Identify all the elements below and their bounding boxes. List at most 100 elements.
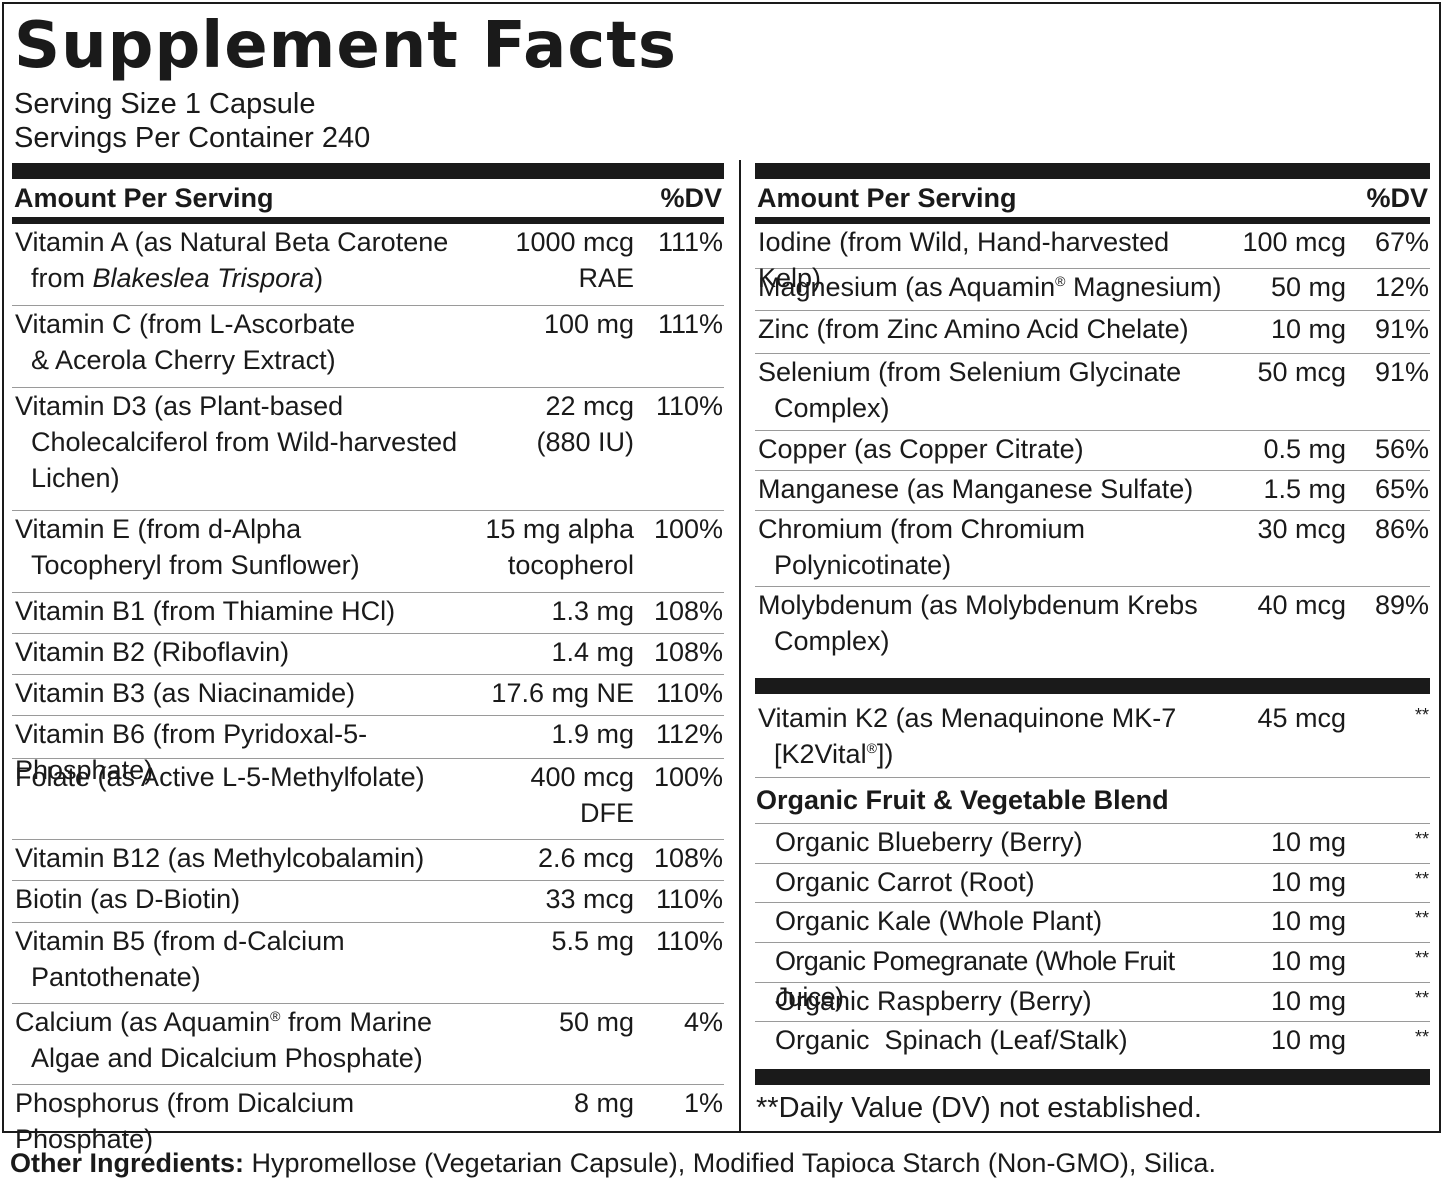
nutrient-name: Calcium (as Aquamin® from Marine Algae a…: [15, 1007, 432, 1073]
nutrient-name: Chromium (from Chromium Polynicotinate): [758, 514, 1086, 580]
facts-panel-border: [2, 2, 1441, 1133]
nutrient-name: Selenium (from Selenium Glycinate Comple…: [758, 357, 1182, 423]
nutrient-amount: 1.3 mg: [551, 596, 634, 626]
nutrient-dv: 108%: [653, 596, 723, 626]
ingredient-name: Organic Spinach (Leaf/Stalk): [775, 1025, 1128, 1055]
ingredient-dv: **: [1414, 829, 1429, 849]
thick-rule: [755, 678, 1430, 694]
registered-mark: ®: [866, 740, 877, 756]
nutrient-amount: 400 mcg DFE: [530, 762, 634, 828]
nutrient-row-iodine: Iodine (from Wild, Hand-harvested Kelp) …: [755, 224, 1430, 293]
nutrient-name: Folate (as Active L-5-Methylfolate): [15, 762, 425, 792]
nutrient-row-vitamin-b1: Vitamin B1 (from Thiamine HCl) 1.3 mg 10…: [12, 593, 724, 634]
ingredient-amount: 10 mg: [1270, 946, 1346, 976]
ingredient-amount: 10 mg: [1270, 1025, 1346, 1055]
nutrient-dv: **: [1414, 705, 1429, 725]
serving-size: Serving Size 1 Capsule: [14, 88, 316, 120]
nutrient-name: Vitamin B5 (from d-Calcium Pantothenate): [15, 926, 345, 992]
header-rule: [755, 217, 1430, 224]
ingredient-amount: 10 mg: [1270, 906, 1346, 936]
other-ingredients-label: Other Ingredients:: [10, 1148, 245, 1178]
blend-title: Organic Fruit & Vegetable Blend: [755, 778, 1430, 824]
thick-rule: [755, 163, 1430, 179]
nutrient-dv: 100%: [653, 762, 723, 792]
nutrient-name: Phosphorus (from Dicalcium Phosphate): [15, 1088, 355, 1154]
nutrient-name: Molybdenum (as Molybdenum Krebs Complex): [758, 590, 1198, 656]
registered-mark: ®: [1055, 273, 1066, 289]
dv-footnote: **Daily Value (DV) not established.: [756, 1092, 1202, 1124]
nutrient-dv: 12%: [1374, 272, 1429, 302]
nutrient-amount: 100 mcg: [1242, 227, 1346, 257]
right-column: Amount Per Serving %DV Iodine (from Wild…: [755, 163, 1430, 1128]
nutrient-amount: 1.5 mg: [1263, 474, 1346, 504]
nutrient-dv: 67%: [1374, 227, 1429, 257]
nutrient-row-manganese: Manganese (as Manganese Sulfate) 1.5 mg …: [755, 471, 1430, 511]
nutrient-name: Vitamin B2 (Riboflavin): [15, 637, 290, 667]
nutrient-amount: 40 mcg: [1257, 590, 1346, 620]
nutrient-row-vitamin-b6: Vitamin B6 (from Pyridoxal-5-Phosphate) …: [12, 716, 724, 785]
ingredient-name: Organic Pomegranate (Whole Fruit Juice): [775, 946, 1175, 1012]
nutrient-name: Copper (as Copper Citrate): [758, 434, 1084, 464]
panel-title: Supplement Facts: [14, 9, 677, 83]
left-column: Amount Per Serving %DV Vitamin A (as Nat…: [12, 163, 724, 1154]
dv-label: %DV: [660, 182, 722, 213]
nutrient-name: Iodine (from Wild, Hand-harvested Kelp): [758, 227, 1170, 293]
nutrient-amount: 50 mg: [558, 1007, 634, 1037]
registered-mark: ®: [270, 1008, 281, 1024]
nutrient-row-copper: Copper (as Copper Citrate) 0.5 mg 56%: [755, 431, 1430, 471]
nutrient-dv: 91%: [1374, 357, 1429, 387]
nutrient-row-zinc: Zinc (from Zinc Amino Acid Chelate) 10 m…: [755, 311, 1430, 354]
nutrient-dv: 112%: [655, 719, 723, 749]
nutrient-dv: 91%: [1374, 314, 1429, 344]
nutrient-row-vitamin-d3: Vitamin D3 (as Plant-based Cholecalcifer…: [12, 388, 724, 511]
ingredient-name: Organic Carrot (Root): [775, 867, 1035, 897]
ingredient-name: Organic Raspberry (Berry): [775, 986, 1092, 1016]
table-header: Amount Per Serving %DV: [12, 179, 724, 217]
nutrient-row-folate: Folate (as Active L-5-Methylfolate) 400 …: [12, 759, 724, 840]
ingredient-amount: 10 mg: [1270, 827, 1346, 857]
amount-per-serving-label: Amount Per Serving: [14, 182, 274, 213]
servings-per-container: Servings Per Container 240: [14, 122, 371, 154]
nutrient-amount: 1.4 mg: [551, 637, 634, 667]
column-divider: [739, 160, 741, 1133]
nutrient-row-vitamin-k2: Vitamin K2 (as Menaquinone MK-7 [K2Vital…: [755, 700, 1430, 778]
nutrient-dv: 1%: [683, 1088, 723, 1118]
nutrient-row-vitamin-b12: Vitamin B12 (as Methylcobalamin) 2.6 mcg…: [12, 840, 724, 881]
nutrient-dv: 110%: [655, 884, 723, 914]
nutrient-dv: 108%: [653, 637, 723, 667]
ingredient-dv: **: [1414, 1027, 1429, 1047]
nutrient-amount: 50 mg: [1270, 272, 1346, 302]
nutrient-dv: 65%: [1374, 474, 1429, 504]
nutrient-row-vitamin-e: Vitamin E (from d-Alpha Tocopheryl from …: [12, 511, 724, 593]
nutrient-dv: 89%: [1374, 590, 1429, 620]
nutrient-amount: 8 mg: [573, 1088, 634, 1118]
nutrient-name: Vitamin B12 (as Methylcobalamin): [15, 843, 425, 873]
nutrient-amount: 22 mcg (880 IU): [536, 391, 634, 457]
nutrient-row-magnesium: Magnesium (as Aquamin® Magnesium) 50 mg …: [755, 269, 1430, 311]
nutrient-amount: 0.5 mg: [1263, 434, 1346, 464]
nutrient-dv: 110%: [655, 926, 723, 956]
ingredient-name: Organic Kale (Whole Plant): [775, 906, 1103, 936]
nutrient-name: Vitamin E (from d-Alpha Tocopheryl from …: [15, 514, 360, 580]
nutrient-name: Zinc (from Zinc Amino Acid Chelate): [758, 314, 1189, 344]
nutrient-name: Vitamin B1 (from Thiamine HCl): [15, 596, 396, 626]
nutrient-name: Magnesium (as Aquamin® Magnesium): [758, 272, 1222, 302]
amount-per-serving-label: Amount Per Serving: [757, 182, 1017, 213]
nutrient-row-vitamin-b2: Vitamin B2 (Riboflavin) 1.4 mg 108%: [12, 634, 724, 675]
blend-row-carrot: Organic Carrot (Root) 10 mg **: [755, 864, 1430, 903]
nutrient-amount: 33 mcg: [545, 884, 634, 914]
nutrient-name: Biotin (as D-Biotin): [15, 884, 241, 914]
other-ingredients-text: Hypromellose (Vegetarian Capsule), Modif…: [244, 1148, 1216, 1178]
nutrient-amount: 30 mcg: [1257, 514, 1346, 544]
nutrient-dv: 86%: [1374, 514, 1429, 544]
nutrient-name: Vitamin K2 (as Menaquinone MK-7 [K2Vital…: [758, 703, 1177, 769]
nutrient-row-chromium: Chromium (from Chromium Polynicotinate) …: [755, 511, 1430, 587]
nutrient-dv: 100%: [653, 514, 723, 544]
nutrient-row-biotin: Biotin (as D-Biotin) 33 mcg 110%: [12, 881, 724, 923]
other-ingredients: Other Ingredients: Hypromellose (Vegetar…: [10, 1143, 1216, 1183]
ingredient-dv: **: [1414, 869, 1429, 889]
nutrient-name: Manganese (as Manganese Sulfate): [758, 474, 1194, 504]
ingredient-amount: 10 mg: [1270, 867, 1346, 897]
nutrient-row-calcium: Calcium (as Aquamin® from Marine Algae a…: [12, 1004, 724, 1085]
nutrient-row-vitamin-c: Vitamin C (from L-Ascorbate & Acerola Ch…: [12, 306, 724, 388]
